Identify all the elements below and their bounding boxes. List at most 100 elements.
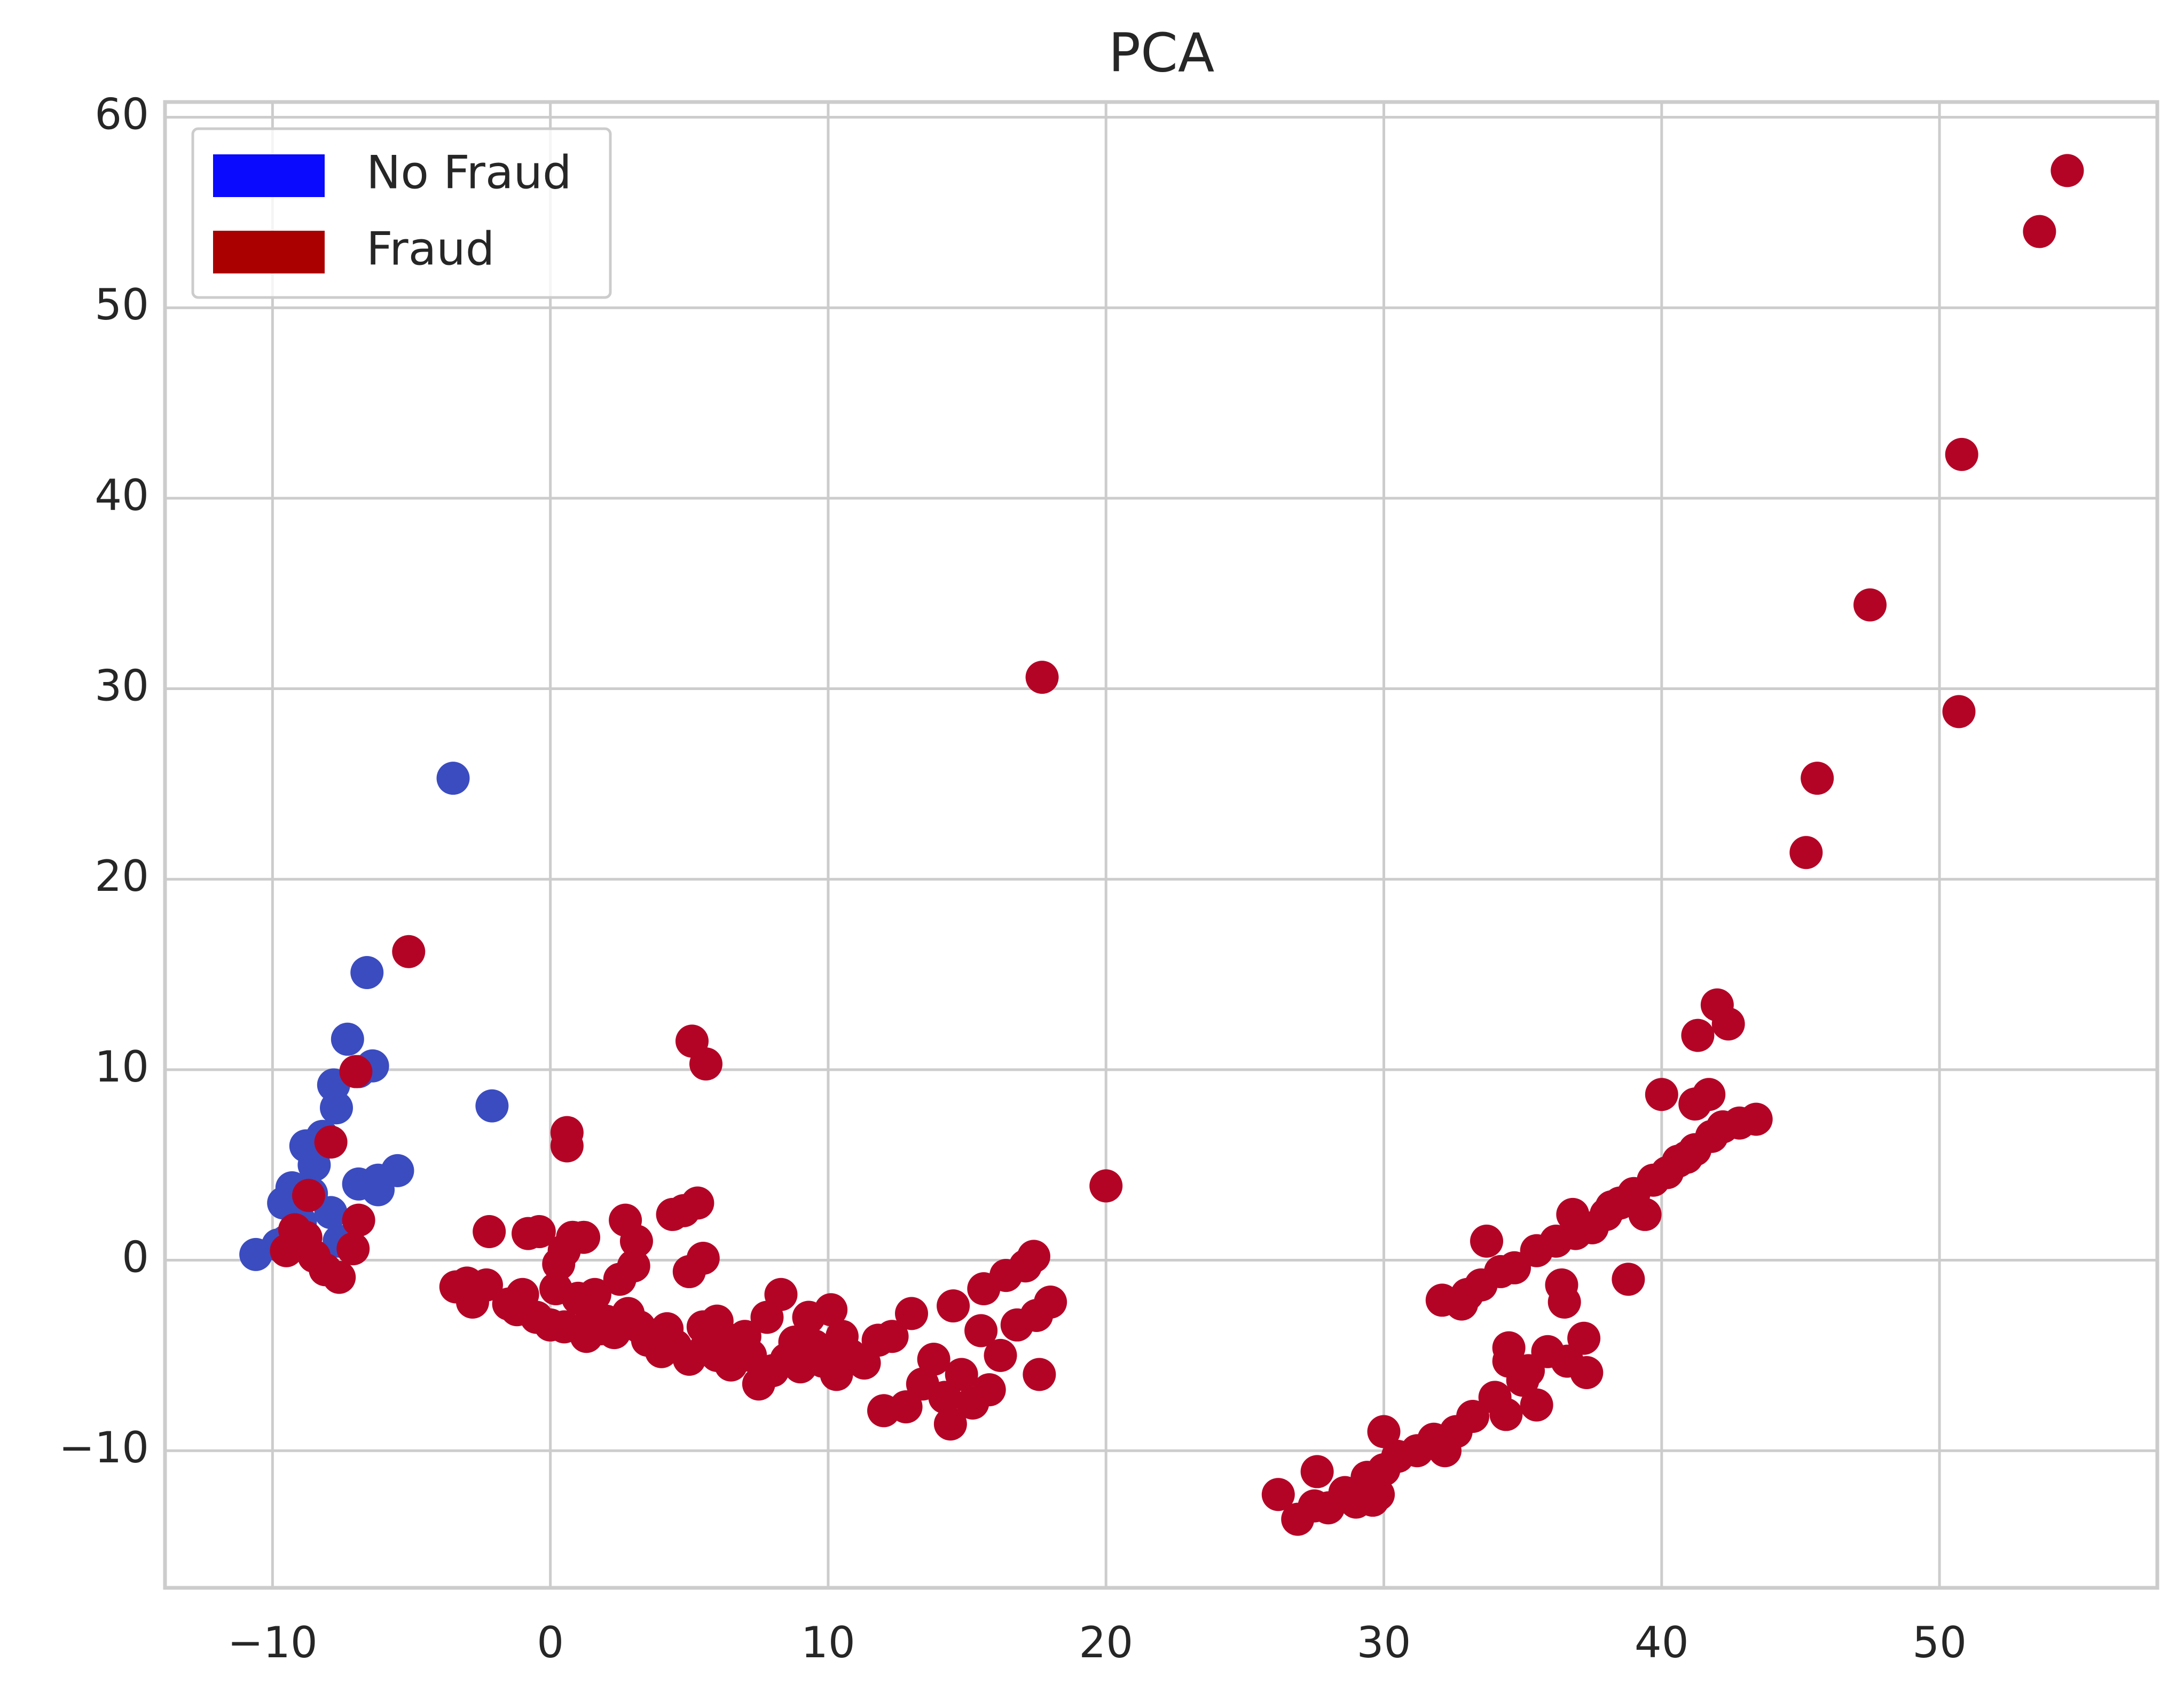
scatter-point	[506, 1278, 539, 1311]
scatter-point	[1945, 437, 1978, 471]
scatter-point	[550, 1129, 584, 1163]
scatter-point	[578, 1278, 611, 1311]
scatter-point	[1711, 1007, 1745, 1041]
scatter-point	[945, 1358, 978, 1391]
scatter-point	[297, 1148, 331, 1182]
x-tick-label: 20	[1079, 1618, 1133, 1667]
scatter-point	[547, 1310, 581, 1344]
y-tick-label: 10	[95, 1042, 149, 1092]
y-tick-label: 20	[95, 851, 149, 901]
scatter-point	[1801, 762, 1834, 795]
scatter-point	[1612, 1263, 1645, 1296]
legend-patch	[213, 231, 325, 273]
scatter-point	[1017, 1240, 1050, 1273]
scatter-point	[1853, 588, 1887, 622]
scatter-point	[972, 1373, 1006, 1407]
scatter-point	[1492, 1331, 1526, 1365]
scatter-point	[917, 1343, 950, 1376]
scatter-point	[734, 1338, 767, 1372]
scatter-point	[1025, 661, 1059, 694]
scatter-point	[750, 1300, 784, 1334]
scatter-point	[611, 1297, 645, 1330]
scatter-point	[1450, 1278, 1484, 1311]
scatter-point	[937, 1289, 970, 1323]
scatter-point	[522, 1215, 556, 1249]
scatter-point	[895, 1297, 929, 1330]
scatter-point	[681, 1186, 714, 1220]
y-tick-label: 30	[95, 661, 149, 711]
scatter-point	[1681, 1018, 1715, 1052]
legend-label: Fraud	[366, 222, 494, 276]
chart-title: PCA	[1109, 21, 1215, 84]
scatter-point	[1520, 1388, 1553, 1422]
scatter-point	[617, 1249, 650, 1283]
scatter-point	[686, 1241, 720, 1275]
scatter-point	[567, 1220, 601, 1254]
y-tick-label: 0	[122, 1233, 149, 1282]
scatter-point	[797, 1329, 831, 1363]
scatter-point	[339, 1055, 373, 1088]
scatter-point	[1470, 1224, 1504, 1258]
scatter-point	[2023, 215, 2056, 248]
scatter-point	[2051, 154, 2084, 187]
scatter-point	[323, 1260, 356, 1294]
scatter-point	[875, 1320, 909, 1353]
scatter-point	[436, 762, 470, 795]
y-tick-label: −10	[59, 1423, 149, 1472]
axes-frame	[163, 100, 2159, 1590]
scatter-point	[1789, 836, 1823, 869]
scatter-point	[350, 955, 384, 989]
x-tick-label: 40	[1635, 1618, 1689, 1667]
scatter-point	[1547, 1286, 1581, 1319]
scatter-point	[392, 935, 426, 968]
scatter-point	[1367, 1415, 1401, 1448]
scatter-point	[1739, 1102, 1773, 1136]
scatter-point	[1261, 1478, 1295, 1511]
scatter-point	[1489, 1398, 1523, 1431]
scatter-point	[933, 1407, 967, 1441]
scatter-point	[1089, 1169, 1123, 1203]
scatter-point	[964, 1314, 998, 1347]
scatter-point	[292, 1179, 325, 1212]
scatter-point	[1595, 1190, 1629, 1224]
scatter-point	[320, 1091, 353, 1125]
scatter-point	[331, 1022, 364, 1056]
scatter-point	[984, 1338, 1017, 1372]
scatter-point	[1942, 695, 1976, 728]
scatter-point	[889, 1390, 923, 1424]
scatter-point	[689, 1047, 723, 1081]
scatter-point	[381, 1154, 414, 1187]
scatter-point	[650, 1312, 684, 1345]
scatter-point	[1670, 1140, 1703, 1174]
scatter-point	[1034, 1286, 1067, 1319]
y-tick-label: 50	[95, 280, 149, 330]
scatter-point	[469, 1268, 503, 1302]
scatter-point	[1362, 1478, 1395, 1511]
scatter-point	[1628, 1197, 1662, 1231]
scatter-point	[928, 1381, 962, 1414]
scatter-point	[686, 1310, 720, 1344]
scatter-point	[342, 1203, 375, 1237]
scatter-point	[314, 1125, 348, 1159]
scatter-point	[336, 1232, 370, 1266]
scatter-point	[1484, 1255, 1518, 1288]
scatter-point	[1570, 1356, 1604, 1389]
x-tick-label: −10	[227, 1618, 318, 1667]
scatter-point	[475, 1089, 509, 1123]
scatter-point	[539, 1272, 573, 1306]
x-tick-label: 30	[1357, 1618, 1411, 1667]
plot-area	[165, 102, 2157, 1588]
scatter-point	[1567, 1321, 1601, 1355]
x-tick-label: 10	[801, 1618, 855, 1667]
scatter-point	[1300, 1455, 1334, 1488]
y-tick-label: 40	[95, 471, 149, 520]
scatter-point	[619, 1224, 653, 1258]
scatter-point	[1456, 1400, 1490, 1433]
scatter-point	[1692, 1078, 1726, 1111]
x-tick-label: 50	[1912, 1618, 1967, 1667]
legend-label: No Fraud	[366, 146, 572, 199]
scatter-point	[814, 1293, 848, 1327]
scatter-point	[825, 1320, 859, 1353]
